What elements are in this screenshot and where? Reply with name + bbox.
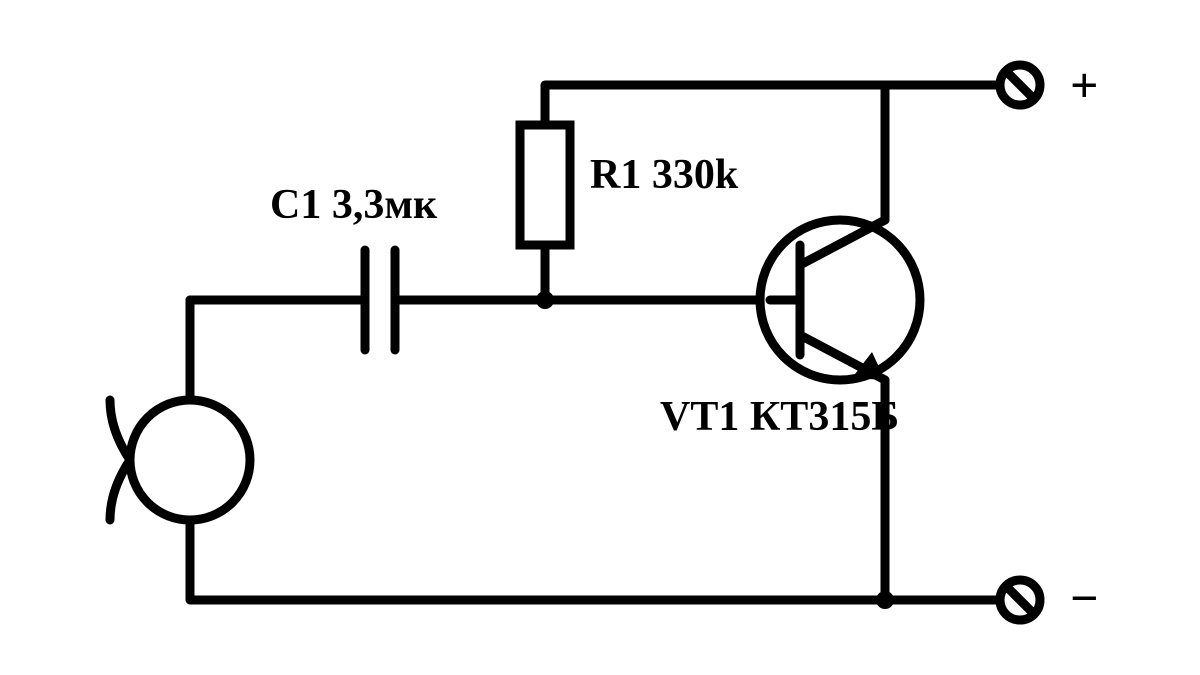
- resistor-r1: [520, 125, 570, 245]
- label-minus: −: [1070, 570, 1099, 626]
- label-r1: R1 330k: [590, 152, 739, 198]
- circuit-schematic: C1 3,3мк R1 330k VT1 КТ315Б + −: [0, 0, 1200, 675]
- speaker-circle: [130, 400, 250, 520]
- label-c1: C1 3,3мк: [270, 182, 438, 228]
- speaker-arc: [110, 400, 130, 520]
- wire-bottom-rail: [190, 520, 1020, 600]
- node-base-r1: [536, 291, 554, 309]
- label-plus: +: [1070, 57, 1099, 113]
- wire-top-rail: [545, 85, 1020, 125]
- label-vt1: VT1 КТ315Б: [660, 394, 899, 440]
